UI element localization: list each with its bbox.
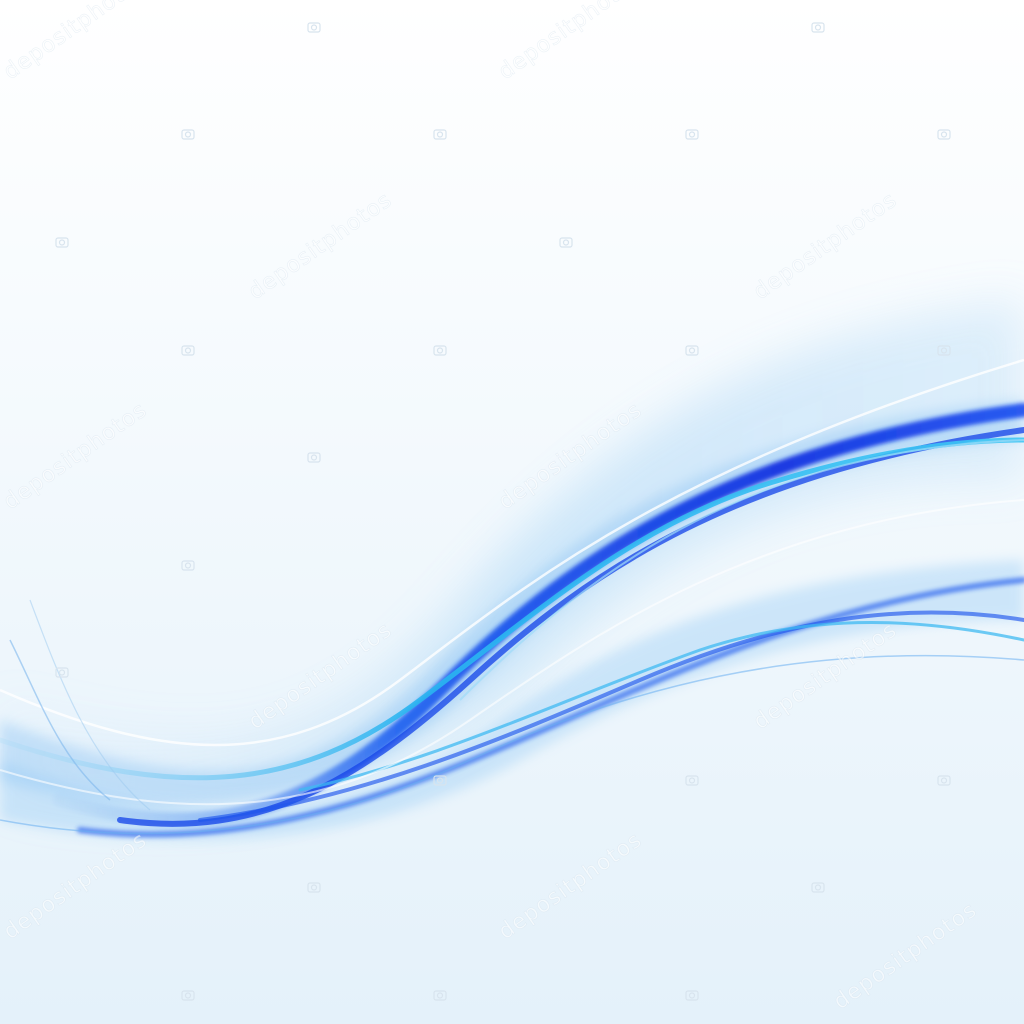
camera-icon xyxy=(685,990,699,1001)
camera-icon xyxy=(811,882,825,893)
camera-icon xyxy=(937,775,951,786)
camera-icon xyxy=(937,345,951,356)
watermark-camera-icons xyxy=(55,22,951,1001)
camera-icon xyxy=(811,22,825,33)
camera-icon xyxy=(181,560,195,571)
wave-strand-thin-left-2 xyxy=(29,599,151,811)
wave-strand-lower-2 xyxy=(198,610,1024,822)
wave-strand-white xyxy=(0,358,1024,747)
camera-icon xyxy=(433,775,447,786)
wave-ribbon-upper xyxy=(0,400,1024,806)
wave-strand-white-2 xyxy=(0,499,1024,806)
wave-ribbon-lower xyxy=(0,560,1024,840)
camera-icon xyxy=(433,990,447,1001)
camera-icon xyxy=(55,237,69,248)
camera-icon xyxy=(181,129,195,140)
camera-icon xyxy=(307,22,321,33)
camera-icon xyxy=(55,667,69,678)
camera-icon xyxy=(559,237,573,248)
wave-haze-band xyxy=(0,300,1024,815)
camera-icon xyxy=(685,129,699,140)
wave-strand-thin-upper xyxy=(459,439,1024,701)
camera-icon xyxy=(181,990,195,1001)
wave-strand-cyan xyxy=(0,437,1024,781)
camera-icon xyxy=(433,345,447,356)
camera-icon xyxy=(685,775,699,786)
camera-icon xyxy=(181,345,195,356)
camera-icon xyxy=(307,452,321,463)
camera-icon xyxy=(433,129,447,140)
camera-icon xyxy=(937,129,951,140)
camera-icon xyxy=(685,345,699,356)
wave-strand-thin-left xyxy=(9,639,111,801)
wave-strand-lower-cyan xyxy=(298,621,1024,792)
camera-icon xyxy=(307,882,321,893)
wave-strand-thin-bottom xyxy=(0,654,1024,835)
